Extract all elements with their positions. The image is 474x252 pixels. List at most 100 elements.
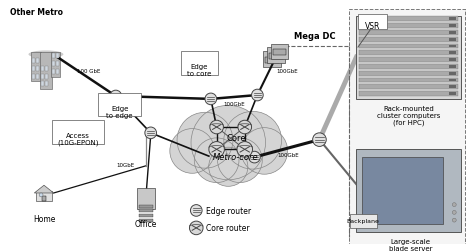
Circle shape [452, 218, 456, 222]
FancyBboxPatch shape [56, 62, 59, 67]
FancyBboxPatch shape [52, 70, 55, 74]
Circle shape [218, 138, 262, 183]
FancyBboxPatch shape [139, 214, 153, 217]
FancyBboxPatch shape [56, 70, 59, 74]
FancyBboxPatch shape [449, 59, 456, 62]
Circle shape [145, 128, 156, 139]
FancyBboxPatch shape [265, 58, 279, 64]
Circle shape [209, 148, 248, 186]
Text: Large-scale
blade server: Large-scale blade server [389, 238, 432, 250]
FancyBboxPatch shape [449, 93, 456, 96]
FancyBboxPatch shape [36, 67, 39, 72]
FancyBboxPatch shape [449, 18, 456, 21]
Text: Backplane: Backplane [346, 218, 380, 223]
FancyBboxPatch shape [51, 53, 60, 77]
Circle shape [190, 221, 203, 235]
FancyBboxPatch shape [449, 52, 456, 55]
Text: Office: Office [135, 219, 157, 228]
FancyBboxPatch shape [356, 150, 461, 232]
FancyBboxPatch shape [263, 52, 281, 68]
Circle shape [249, 152, 260, 163]
FancyBboxPatch shape [356, 17, 461, 100]
Circle shape [205, 94, 217, 105]
FancyBboxPatch shape [359, 17, 458, 22]
Text: Other Metro: Other Metro [10, 8, 63, 17]
FancyBboxPatch shape [359, 44, 458, 49]
FancyBboxPatch shape [362, 158, 443, 224]
Circle shape [39, 193, 43, 197]
FancyBboxPatch shape [31, 53, 41, 82]
FancyBboxPatch shape [139, 205, 153, 208]
FancyBboxPatch shape [98, 94, 141, 117]
FancyBboxPatch shape [52, 62, 55, 67]
FancyBboxPatch shape [449, 79, 456, 82]
FancyBboxPatch shape [358, 15, 387, 30]
Circle shape [177, 113, 233, 169]
FancyBboxPatch shape [449, 39, 456, 42]
FancyBboxPatch shape [348, 10, 465, 244]
Circle shape [452, 211, 456, 214]
Polygon shape [34, 185, 54, 193]
Circle shape [170, 129, 215, 174]
FancyBboxPatch shape [32, 67, 35, 72]
Text: Core: Core [226, 134, 246, 143]
FancyBboxPatch shape [359, 31, 458, 36]
FancyBboxPatch shape [52, 54, 55, 59]
Text: 100GbE: 100GbE [278, 153, 299, 158]
FancyBboxPatch shape [41, 67, 44, 72]
FancyBboxPatch shape [42, 196, 46, 201]
FancyBboxPatch shape [359, 24, 458, 29]
FancyBboxPatch shape [36, 74, 39, 79]
Text: Access
(10G-EPON): Access (10G-EPON) [57, 132, 99, 146]
FancyBboxPatch shape [45, 67, 48, 72]
FancyBboxPatch shape [359, 72, 458, 76]
FancyBboxPatch shape [359, 78, 458, 83]
Text: Metro-core: Metro-core [213, 152, 259, 161]
FancyBboxPatch shape [52, 121, 104, 144]
FancyBboxPatch shape [139, 219, 153, 222]
Text: 10GbE: 10GbE [116, 163, 134, 168]
Circle shape [191, 205, 202, 216]
FancyBboxPatch shape [359, 92, 458, 97]
FancyBboxPatch shape [32, 59, 35, 64]
Circle shape [241, 128, 288, 175]
Text: Edge
to edge: Edge to edge [106, 105, 133, 118]
Text: Rack-mounted
cluster computers
(for HPC): Rack-mounted cluster computers (for HPC) [377, 105, 440, 126]
FancyBboxPatch shape [449, 45, 456, 48]
Text: Edge router: Edge router [206, 206, 251, 215]
FancyBboxPatch shape [359, 38, 458, 43]
FancyBboxPatch shape [449, 66, 456, 69]
Text: Home: Home [33, 214, 55, 224]
FancyBboxPatch shape [359, 85, 458, 90]
Text: Mega DC: Mega DC [294, 32, 336, 41]
Text: 100 GbE: 100 GbE [77, 69, 100, 73]
Circle shape [194, 138, 239, 183]
FancyBboxPatch shape [449, 32, 456, 35]
FancyBboxPatch shape [40, 53, 52, 90]
FancyBboxPatch shape [45, 82, 48, 87]
Circle shape [313, 133, 326, 147]
FancyBboxPatch shape [269, 54, 283, 60]
Circle shape [252, 90, 263, 102]
Circle shape [224, 112, 282, 169]
FancyBboxPatch shape [273, 50, 286, 56]
Circle shape [237, 142, 253, 158]
FancyBboxPatch shape [36, 59, 39, 64]
Circle shape [191, 106, 265, 180]
Ellipse shape [28, 51, 64, 59]
FancyBboxPatch shape [449, 86, 456, 89]
FancyBboxPatch shape [359, 65, 458, 70]
Text: Edge
to core: Edge to core [187, 64, 211, 77]
FancyBboxPatch shape [45, 74, 48, 79]
FancyBboxPatch shape [139, 210, 153, 212]
FancyBboxPatch shape [32, 74, 35, 79]
FancyBboxPatch shape [449, 73, 456, 75]
FancyBboxPatch shape [56, 54, 59, 59]
Circle shape [238, 121, 252, 134]
FancyBboxPatch shape [271, 44, 288, 60]
Text: Core router: Core router [206, 224, 250, 233]
FancyBboxPatch shape [36, 191, 52, 201]
FancyBboxPatch shape [359, 51, 458, 56]
Text: VSR: VSR [365, 22, 381, 31]
Circle shape [210, 121, 223, 134]
